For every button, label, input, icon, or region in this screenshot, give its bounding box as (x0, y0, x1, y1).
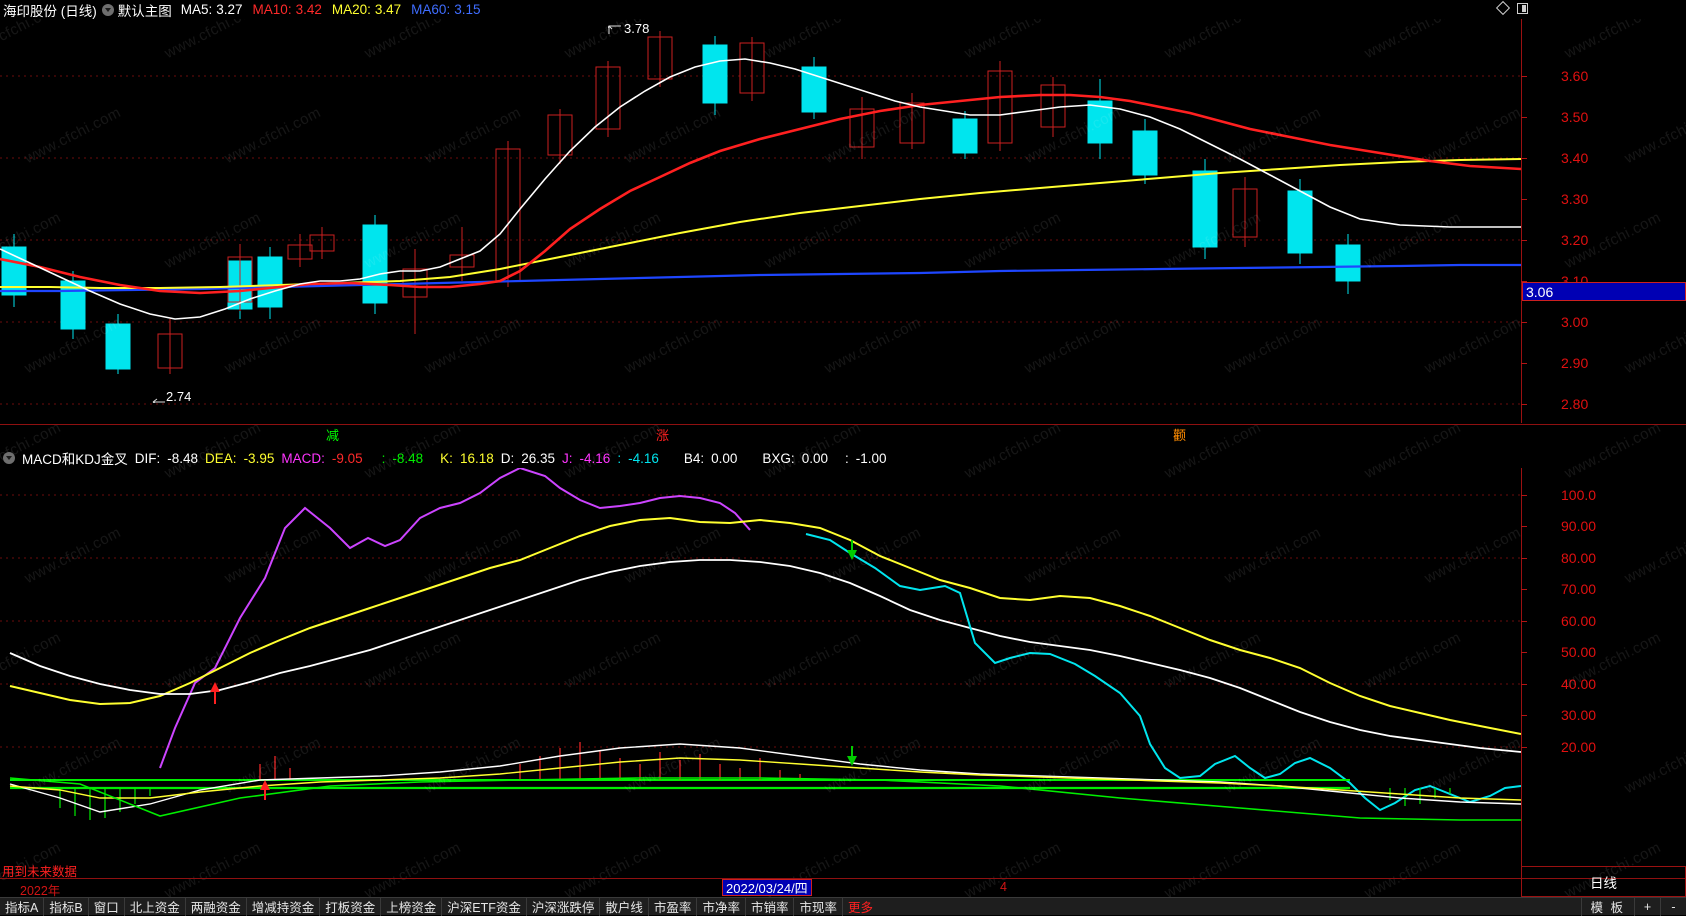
macd-extra-value: -8.48 (392, 450, 424, 466)
toolbar-item-indicator-b[interactable]: 指标B (44, 897, 89, 916)
toolbar-item-pb-ratio[interactable]: 市净率 (697, 897, 746, 916)
date-month-label: 4 (1000, 880, 1007, 894)
toolbar-item-retail-line[interactable]: 散户线 (600, 897, 649, 916)
toolbar-item-limit-board-funds[interactable]: 打板资金 (320, 897, 382, 916)
ma20-value: 3.47 (374, 2, 402, 17)
bxg-extra-label: : (844, 450, 849, 466)
toolbar-item-limit-updown[interactable]: 沪深涨跌停 (527, 897, 601, 916)
marker-jian: 减 (326, 429, 340, 444)
dea-value: -3.95 (243, 450, 275, 466)
toolbar-item-window[interactable]: 窗口 (89, 897, 125, 916)
chevron-down-circle-icon[interactable] (101, 3, 114, 16)
j2-label: : (617, 450, 622, 466)
zoom-in-button[interactable]: + (1634, 897, 1660, 916)
selected-date-badge: 2022/03/24/四 (722, 879, 812, 896)
diamond-icon[interactable] (1495, 0, 1511, 16)
ma5-label: MA5: (180, 2, 213, 17)
date-year-label: 2022年 (20, 884, 61, 898)
pane-separator-top (0, 424, 1686, 425)
ma60-value: 3.15 (454, 2, 481, 17)
toolbar-item-indicator-a[interactable]: 指标A (0, 897, 45, 916)
macd-value: -9.05 (331, 450, 363, 466)
toolbar-item-pcf-ratio[interactable]: 市现率 (794, 897, 843, 916)
sell-arrow-2 (847, 746, 857, 766)
ma10-value: 3.42 (295, 2, 322, 17)
zoom-out-button[interactable]: - (1660, 897, 1686, 916)
toolbar-item-holding-change-funds[interactable]: 增减持资金 (247, 897, 321, 916)
d-value: 26.35 (521, 450, 556, 466)
marker-zhang: 涨 (656, 429, 670, 444)
main-indicator-name[interactable]: 默认主图 (117, 3, 172, 19)
j2-value: -4.16 (628, 450, 659, 466)
bxg-extra-value: -1.00 (855, 450, 887, 466)
ma60-label: MA60: (411, 2, 451, 17)
j-value: -4.16 (579, 450, 611, 466)
sell-arrow-1 (847, 540, 857, 560)
j-label: J: (562, 450, 573, 466)
dif-label: DIF: (134, 450, 161, 466)
date-axis[interactable]: 2022年 2022/03/24/四 4 (0, 879, 1686, 898)
ma60-line (0, 263, 1521, 293)
ma20-label: MA20: (331, 2, 371, 17)
axis-line (1521, 19, 1522, 423)
chevron-down-circle-icon[interactable] (3, 452, 15, 464)
kdj-d-line (9, 559, 1521, 753)
period-label: 日线 (1590, 875, 1617, 891)
toolbar-item-etf-funds[interactable]: 沪深ETF资金 (442, 897, 527, 916)
bxg-value: 0.00 (801, 450, 828, 466)
bottom-toolbar[interactable]: 指标A 指标B 窗口 北上资金 两融资金 增减持资金 打板资金 上榜资金 沪深E… (0, 897, 1686, 916)
indicator-value-axis[interactable]: 100.0 90.00 80.00 70.00 60.00 50.00 40.0… (1521, 468, 1686, 878)
candlestick-series (1, 31, 1361, 374)
low-price-label: 2.74 (150, 389, 191, 404)
future-data-warning: 用到未来数据 (2, 865, 78, 879)
panel-toggle-icon[interactable] (1517, 3, 1528, 14)
macd-extra-label: : (381, 450, 386, 466)
buy-arrow-2 (260, 780, 270, 800)
buy-arrow-1 (210, 682, 220, 704)
ma10-label: MA10: (252, 2, 292, 17)
main-price-axis[interactable]: 3.60 3.50 3.40 3.30 3.20 3.10 3.00 2.90 … (1521, 19, 1686, 423)
k-value: 16.18 (459, 450, 494, 466)
ma5-line (0, 58, 1521, 320)
axis-line (1521, 468, 1522, 878)
macd-histogram (59, 742, 1451, 820)
toolbar-item-more[interactable]: 更多 (847, 901, 873, 915)
k-label: K: (440, 450, 453, 466)
indicator-header: MACD和KDJ金叉 DIF: -8.48 DEA: -3.95 MACD: -… (0, 448, 1686, 468)
toolbar-item-margin-funds[interactable]: 两融资金 (186, 897, 247, 916)
toolbar-item-northbound-funds[interactable]: 北上资金 (125, 897, 186, 916)
ma5-value: 3.27 (216, 2, 243, 17)
main-chart-pane[interactable]: 3.78 2.74 (0, 19, 1521, 423)
stock-title[interactable]: 海印股份 (日线) (3, 3, 97, 19)
indicator-chart-pane[interactable] (0, 468, 1521, 878)
main-chart-header: 海印股份 (日线) 默认主图 MA5: 3.27 MA10: 3.42 MA20… (0, 0, 1686, 19)
macd-dea-line (9, 757, 1521, 801)
d-label: D: (500, 450, 515, 466)
macd-label: MACD: (281, 450, 325, 466)
toolbar-item-pe-ratio[interactable]: 市盈率 (649, 897, 698, 916)
template-button[interactable]: 模 板 (1580, 897, 1634, 916)
kdj-j2-line (805, 533, 1521, 812)
period-selector[interactable]: 日线 (1521, 866, 1686, 897)
kdj-k-line (9, 516, 1521, 735)
ma10-line (0, 93, 1521, 295)
kdj-j-line (159, 468, 751, 769)
dif-value: -8.48 (167, 450, 199, 466)
toolbar-item-listed-funds[interactable]: 上榜资金 (381, 897, 443, 916)
current-price-badge: 3.06 (1522, 282, 1686, 301)
toolbar-item-ps-ratio[interactable]: 市销率 (746, 897, 795, 916)
b4-value: 0.00 (711, 450, 738, 466)
window-controls[interactable] (1495, 0, 1528, 16)
high-price-label: 3.78 (608, 21, 649, 36)
dea-label: DEA: (205, 450, 237, 466)
bxg-label: BXG: (762, 450, 795, 466)
b4-label: B4: (683, 450, 705, 466)
marker-quan: 颧 (1173, 429, 1187, 444)
pane-separator-bottom (0, 878, 1686, 879)
indicator-name[interactable]: MACD和KDJ金叉 (22, 452, 128, 467)
trend-green-line (9, 777, 1521, 821)
